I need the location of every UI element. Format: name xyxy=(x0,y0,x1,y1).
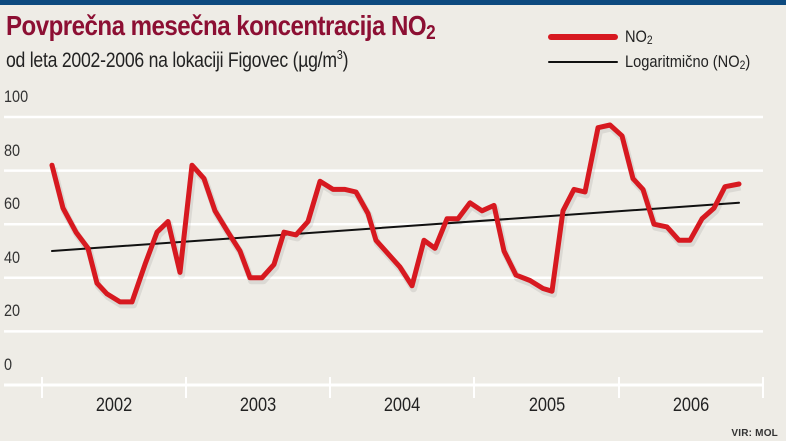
x-tick-label: 2004 xyxy=(383,395,421,416)
legend-label: NO2 xyxy=(625,27,653,47)
chart-subtitle: od leta 2002-2006 na lokaciji Figovec (µ… xyxy=(6,47,348,73)
y-tick-label: 100 xyxy=(4,87,29,106)
source-credit: VIR: MOL xyxy=(731,428,778,439)
title-subscript: 2 xyxy=(426,22,436,44)
y-tick-label: 40 xyxy=(4,247,21,267)
series-trend-line xyxy=(51,201,740,252)
legend-item-no2: NO2 xyxy=(548,25,657,49)
series-no2-line xyxy=(49,122,742,305)
title-text: Povprečna mesečna koncentracija NO xyxy=(6,10,427,41)
legend-swatch-black-line-icon xyxy=(548,61,618,63)
legend: NO2 Logaritmično (NO2) xyxy=(548,24,786,78)
x-tick-label: 2002 xyxy=(95,395,133,416)
subtitle-superscript: 3 xyxy=(336,47,343,62)
x-tick-label: 2003 xyxy=(239,395,277,416)
y-tick-label: 20 xyxy=(4,301,21,321)
y-tick-label: 80 xyxy=(4,140,21,160)
legend-item-trend: Logaritmično (NO2) xyxy=(548,50,771,74)
y-tick-label: 60 xyxy=(4,194,21,214)
legend-swatch-red-line-icon xyxy=(548,34,618,40)
subtitle-text: od leta 2002-2006 na lokaciji Figovec (µ… xyxy=(6,49,337,72)
y-tick-label: 0 xyxy=(4,355,13,374)
chart-title: Povprečna mesečna koncentracija NO2 xyxy=(6,10,436,45)
x-tick-label: 2006 xyxy=(672,395,710,416)
legend-label: Logaritmično (NO2) xyxy=(625,52,751,72)
top-bar xyxy=(0,0,786,5)
subtitle-end: ) xyxy=(342,49,349,72)
x-tick-label: 2005 xyxy=(528,395,565,416)
